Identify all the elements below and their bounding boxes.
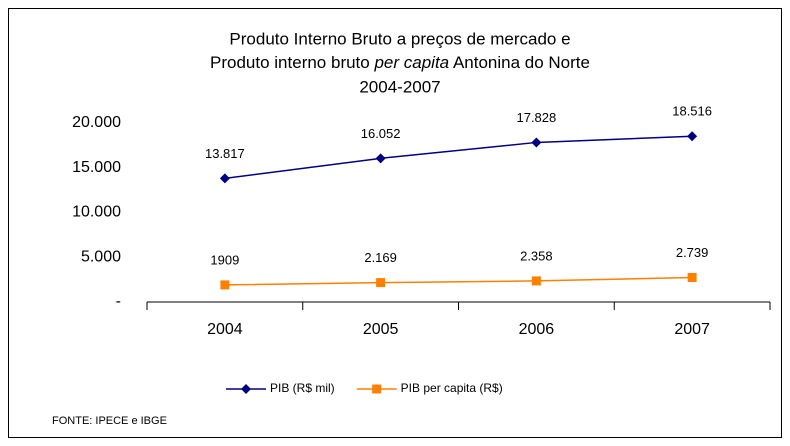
chart-title: 2004-2007 <box>359 77 440 96</box>
point <box>531 276 541 286</box>
chart-title: Antonina do Norte <box>453 53 590 72</box>
point <box>376 278 386 288</box>
legend-marker <box>372 384 382 394</box>
data-label: 16.052 <box>361 126 401 141</box>
chart-title: per capita <box>373 53 449 72</box>
data-label: 1909 <box>210 252 239 267</box>
x-tick-label: 2005 <box>363 321 399 338</box>
point <box>375 153 386 164</box>
line <box>224 135 693 180</box>
y-tick-label: 20.000 <box>72 114 121 131</box>
y-tick-label: - <box>116 293 121 310</box>
x-tick-label: 2004 <box>207 321 243 338</box>
y-tick-label: 5.000 <box>81 248 121 265</box>
x-tick-label: 2007 <box>674 321 710 338</box>
point <box>687 131 698 142</box>
data-label: 13.817 <box>205 146 245 161</box>
legend-marker <box>241 384 251 394</box>
chart-title: Produto interno bruto <box>210 53 370 72</box>
chart-title: Produto Interno Bruto a preços de mercad… <box>229 29 570 48</box>
data-label: 2.358 <box>520 248 553 263</box>
y-tick-label: 15.000 <box>72 159 121 176</box>
legend-label: PIB (R$ mil) <box>270 381 335 395</box>
data-label: 2.169 <box>364 250 397 265</box>
chart-frame <box>8 8 782 438</box>
legend-label: PIB per capita (R$) <box>401 381 503 395</box>
data-label: 2.739 <box>676 245 709 260</box>
x-tick-label: 2006 <box>519 321 555 338</box>
data-label: 18.516 <box>672 104 712 119</box>
point <box>687 272 697 282</box>
line <box>224 276 693 286</box>
point <box>219 173 230 184</box>
y-tick-label: 10.000 <box>72 204 121 221</box>
source-note: FONTE: IPECE e IBGE <box>52 415 167 427</box>
chart-title: Produto interno bruto per capita Antonin… <box>210 53 590 72</box>
point <box>220 280 230 290</box>
point <box>531 137 542 148</box>
data-label: 17.828 <box>516 110 556 125</box>
